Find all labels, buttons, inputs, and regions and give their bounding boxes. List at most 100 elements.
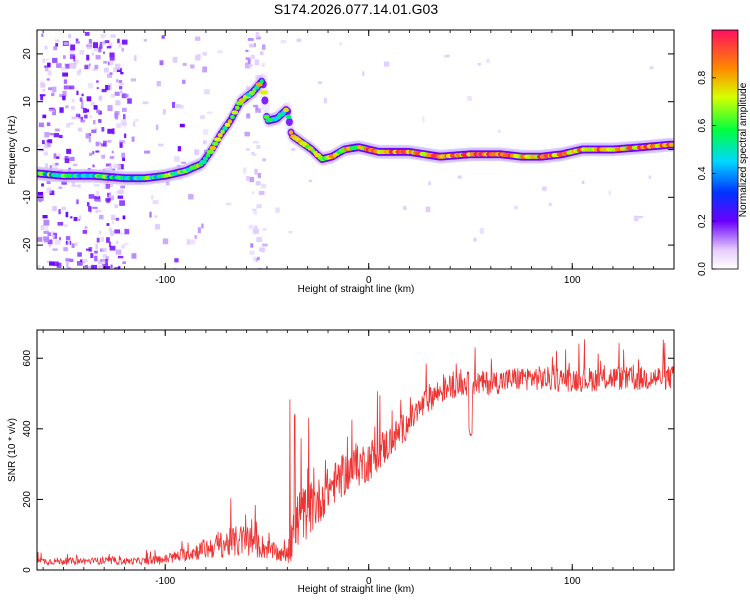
colorbar-label: Normalized spectral amplitude [738,82,749,217]
heatmap-noise-cell [190,64,195,69]
heatmap-noise-cell [115,240,119,244]
heatmap-noise-cell [62,95,66,100]
heatmap-noise-cell [135,181,141,184]
colorbar-tick-label: 0.4 [697,166,708,180]
heatmap-noise-cell [47,239,53,245]
heatmap-noise-cell [124,228,130,235]
heatmap-noise-cell [101,88,107,93]
heatmap-noise-cell [633,215,639,222]
heatmap-noise-cell [130,78,136,82]
heatmap-track [37,73,674,186]
heatmap-noise-cell [53,133,60,138]
heatmap-noise-cell [514,205,518,210]
heatmap-noise-cell [155,224,161,230]
heatmap-noise-cell [73,163,78,166]
heatmap-noise-cell [250,54,255,60]
heatmap-noise-cell [262,158,266,162]
y-tick-label: 200 [22,491,33,508]
heatmap-noise-cell [457,175,462,179]
y-tick-label: 600 [22,349,33,366]
heatmap-noise-cell [175,104,181,109]
heatmap-noise-cell [339,42,342,45]
heatmap-noise-cell [88,63,91,67]
heatmap-noise-cell [117,195,124,199]
heatmap-noise-cell [608,190,611,196]
heatmap-noise-cell [120,185,125,189]
heatmap-noise-cell [498,130,501,133]
heatmap-noise-cell [142,101,149,105]
heatmap-noise-cell [117,255,124,259]
heatmap-noise-cell [69,156,75,161]
heatmap-noise-cell [65,258,70,262]
heatmap-noise-cell [203,128,209,135]
heatmap-noise-cell [134,119,140,122]
heatmap-noise-cell [118,189,124,195]
heatmap-noise-cell [444,54,450,58]
heatmap-noise-cell [43,236,50,241]
heatmap-noise-cell [48,87,53,91]
heatmap-track-core [224,122,231,128]
heatmap-noise-cell [244,131,250,137]
heatmap-noise-cell [101,127,105,132]
heatmap-noise-cell [81,100,84,106]
heatmap-noise-cell [477,63,481,66]
heatmap-noise-cell [53,46,58,51]
heatmap-noise-cell [110,34,116,38]
heatmap-noise-cell [479,227,484,234]
heatmap-noise-cell [107,73,112,78]
heatmap-noise-cell [104,167,111,174]
heatmap-noise-cell [296,38,302,43]
heatmap-noise [37,32,654,269]
heatmap-noise-cell [52,234,55,238]
heatmap-noise-cell [53,153,57,159]
heatmap-y-ticks: -20 -10 0 10 20 [22,48,674,252]
heatmap-noise-cell [46,140,51,143]
heatmap-noise-cell [182,79,186,84]
heatmap-noise-cell [84,226,88,230]
heatmap-noise-cell [102,41,106,45]
heatmap-noise-cell [81,93,84,97]
heatmap-noise-cell [217,50,223,54]
heatmap-noise-cell [95,199,101,202]
heatmap-noise-cell [195,36,201,41]
heatmap-noise-cell [257,173,262,179]
heatmap-noise-cell [247,59,251,65]
heatmap-noise-cell [119,141,123,148]
heatmap-noise-cell [202,51,207,56]
heatmap-noise-cell [51,206,57,211]
heatmap-noise-cell [52,109,56,116]
heatmap-noise-cell [58,209,61,215]
heatmap-track-core [263,114,270,120]
heatmap-noise-cell [245,148,250,151]
heatmap-noise-cell [86,202,90,207]
heatmap-noise-cell [95,55,101,60]
heatmap-noise-cell [92,164,95,168]
heatmap-noise-cell [149,211,152,218]
heatmap-noise-cell [98,110,102,115]
heatmap-noise-cell [291,148,296,151]
heatmap-noise-cell [118,42,122,48]
heatmap-noise-cell [84,65,89,70]
heatmap-noise-cell [112,168,116,171]
heatmap-noise-cell [188,194,194,200]
heatmap-noise-cell [65,236,71,240]
y-tick-label: 0 [22,567,33,573]
heatmap-noise-cell [225,202,232,206]
heatmap-noise-cell [258,190,265,195]
heatmap-noise-cell [56,63,62,68]
heatmap-noise-cell [42,114,47,119]
heatmap-track-core [222,126,228,131]
heatmap-noise-cell [64,158,70,163]
heatmap-noise-cell [89,152,93,156]
heatmap-noise-cell [93,46,99,52]
heatmap-noise-cell [194,235,197,239]
heatmap-noise-cell [107,128,113,134]
heatmap-noise-cell [123,114,126,120]
heatmap-noise-cell [248,64,253,67]
heatmap-noise-cell [127,98,132,104]
heatmap-noise-cell [110,155,115,159]
heatmap-noise-cell [71,106,75,110]
heatmap-noise-cell [254,225,258,230]
heatmap-noise-cell [383,61,390,67]
heatmap-track-cell [285,118,293,126]
